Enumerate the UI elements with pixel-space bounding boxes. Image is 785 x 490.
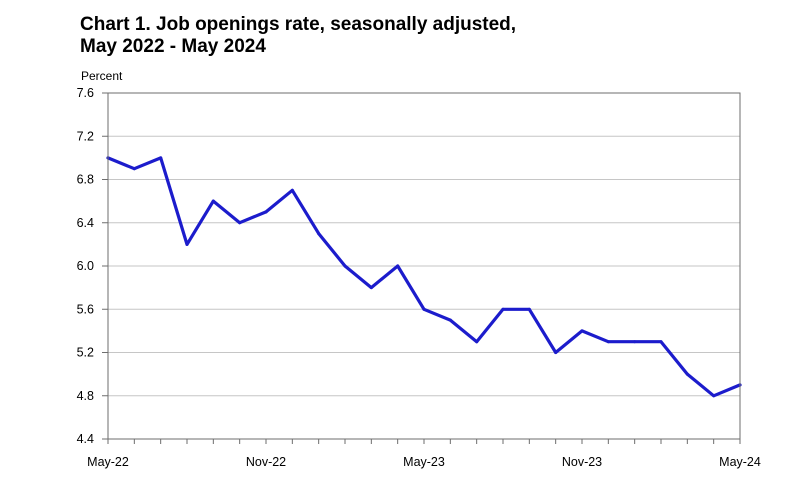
data-point [606, 340, 610, 344]
data-point [475, 340, 479, 344]
data-point [396, 264, 400, 268]
data-point [317, 232, 321, 236]
y-tick-label: 4.8 [77, 389, 94, 403]
chart-title-line1: Chart 1. Job openings rate, seasonally a… [80, 14, 517, 35]
y-axis-label: Percent [81, 69, 123, 83]
x-axis-ticks: May-22 Nov-22 May-23 Nov-23 May-24 [87, 439, 761, 469]
x-tick-label: May-23 [403, 455, 445, 469]
y-tick-label: 5.2 [77, 346, 94, 360]
data-point [712, 394, 716, 398]
data-point [527, 307, 531, 311]
chart-title-line2: May 2022 - May 2024 [80, 36, 266, 57]
data-point [580, 329, 584, 333]
y-axis-ticks: 7.6 7.2 6.8 6.4 6.0 5.6 5.2 4.8 4.4 [77, 86, 108, 446]
x-tick-label: May-22 [87, 455, 129, 469]
y-tick-label: 6.4 [77, 216, 94, 230]
y-tick-label: 5.6 [77, 302, 94, 316]
series-line [106, 156, 742, 398]
x-tick-label: Nov-22 [246, 455, 286, 469]
data-point [211, 199, 215, 203]
data-point [185, 242, 189, 246]
plot-frame [107, 92, 741, 440]
data-point [264, 210, 268, 214]
data-point [554, 351, 558, 354]
y-tick-label: 4.4 [77, 432, 94, 446]
data-point [633, 340, 637, 344]
data-point [422, 307, 426, 311]
y-tick-label: 6.8 [77, 173, 94, 187]
data-point [290, 188, 294, 192]
data-point [132, 167, 136, 171]
series-lines [106, 156, 742, 398]
data-point [448, 318, 452, 322]
data-point [343, 264, 347, 268]
gridlines [108, 135, 740, 397]
data-point [501, 307, 505, 311]
data-point [659, 340, 663, 344]
data-point [685, 372, 689, 376]
x-tick-label: Nov-23 [562, 455, 602, 469]
data-point [159, 156, 163, 160]
chart-title: Chart 1. Job openings rate, seasonally a… [80, 14, 516, 58]
data-point [369, 286, 373, 290]
x-tick-label: May-24 [719, 455, 761, 469]
data-point [238, 221, 242, 225]
y-tick-label: 7.6 [77, 86, 94, 100]
y-tick-label: 7.2 [77, 129, 94, 143]
y-tick-label: 6.0 [77, 259, 94, 273]
